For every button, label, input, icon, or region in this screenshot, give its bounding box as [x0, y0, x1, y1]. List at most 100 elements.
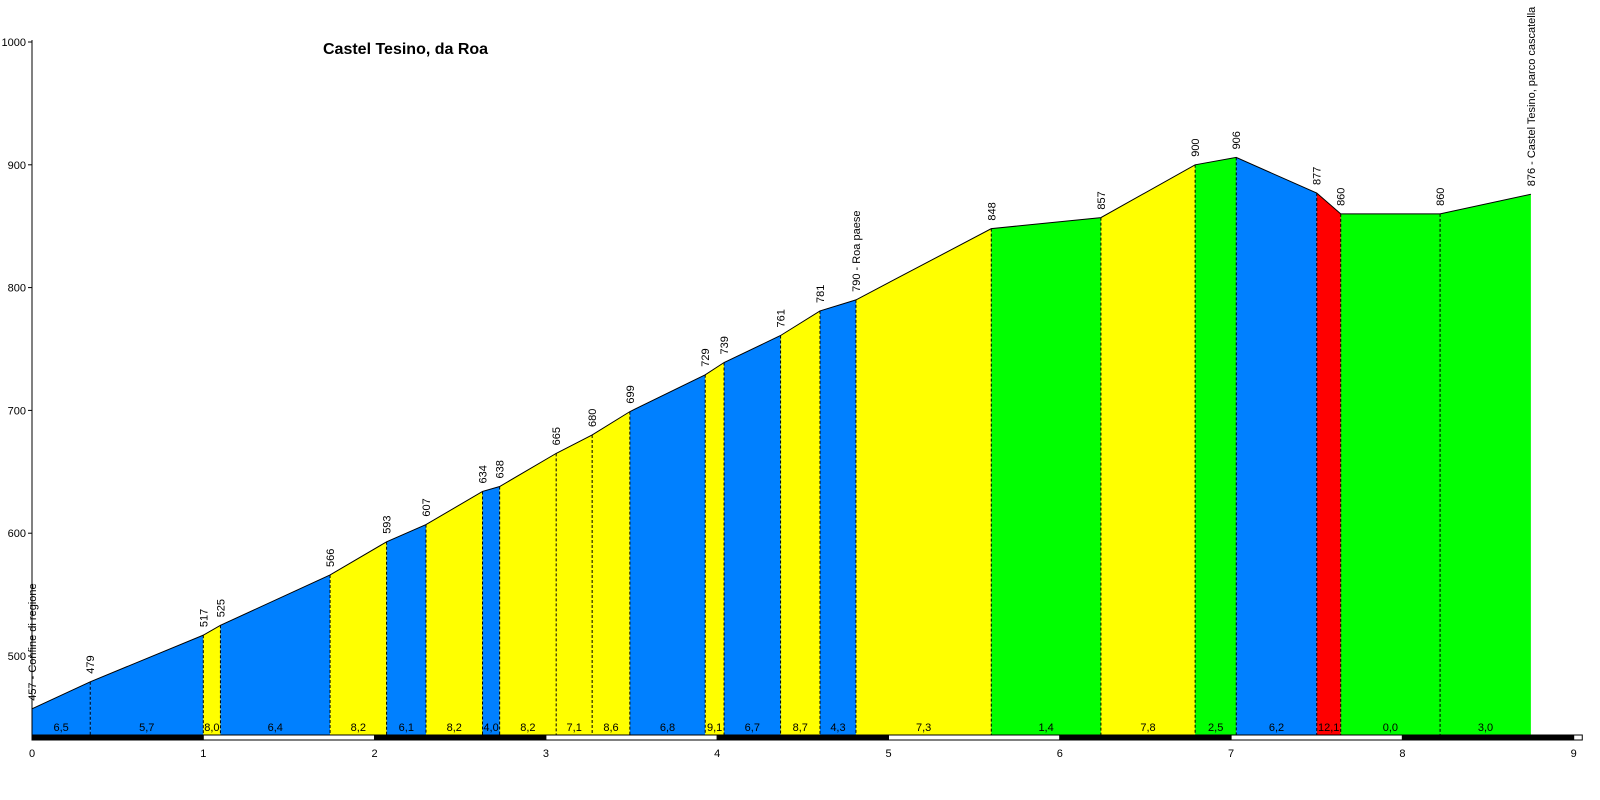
altitude-label: 517 [198, 609, 210, 627]
segment-gradient-label: 6,5 [53, 722, 68, 734]
y-tick-label: 800 [8, 283, 26, 295]
x-axis-band [31, 734, 204, 741]
profile-segment [705, 362, 725, 735]
x-tick-label: 9 [1571, 748, 1577, 760]
x-axis-band [202, 734, 376, 741]
segment-gradient-label: 0,0 [1383, 722, 1398, 734]
y-tick-label: 500 [8, 651, 26, 663]
altitude-label: 857 [1096, 191, 1108, 209]
profile-segment [1100, 164, 1196, 736]
altitude-label: 781 [815, 285, 827, 303]
y-tick-label: 900 [8, 160, 26, 172]
altitude-label: 877 [1312, 167, 1324, 185]
altitude-label: 457 - Confine di regione [27, 583, 39, 700]
segment-gradient-label: 1,4 [1038, 722, 1053, 734]
profile-segment [1236, 157, 1317, 735]
profile-segment [629, 374, 706, 735]
profile-segment [330, 541, 387, 735]
x-axis-band [1401, 734, 1575, 741]
altitude-label: 860 [1336, 188, 1348, 206]
profile-segment [90, 635, 204, 735]
x-tick-label: 1 [200, 748, 206, 760]
x-tick-label: 4 [714, 748, 720, 760]
profile-segment [499, 453, 557, 735]
profile-segment [724, 335, 781, 735]
segment-gradient-label: 5,7 [139, 722, 154, 734]
x-axis-band [374, 734, 547, 741]
altitude-label: 729 [700, 348, 712, 366]
altitude-label: 665 [551, 427, 563, 445]
x-axis-band [1573, 734, 1583, 741]
altitude-label: 680 [587, 409, 599, 427]
profile-segment [1316, 193, 1341, 735]
segment-gradient-label: 3,0 [1478, 722, 1493, 734]
altitude-label: 699 [625, 385, 637, 403]
segment-gradient-label: 7,3 [916, 722, 931, 734]
profile-outline [31, 156, 1531, 710]
x-tick-label: 2 [372, 748, 378, 760]
x-tick-label: 3 [543, 748, 549, 760]
segment-gradient-label: 12,1 [1318, 722, 1339, 734]
profile-segment [425, 491, 483, 735]
profile-segment [386, 524, 426, 735]
x-axis-band [1059, 734, 1232, 741]
profile-segment [1440, 194, 1531, 736]
altitude-label: 525 [215, 599, 227, 617]
altitude-label: 638 [495, 460, 507, 478]
segment-gradient-label: 8,2 [520, 722, 535, 734]
x-tick-label: 5 [885, 748, 891, 760]
segment-gradient-label: 6,4 [268, 722, 283, 734]
x-axis-band [888, 734, 1061, 741]
x-axis-band [1230, 734, 1403, 741]
x-tick-label: 0 [29, 748, 35, 760]
altitude-label: 906 [1231, 131, 1243, 149]
altitude-label: 593 [382, 515, 394, 533]
altitude-label: 761 [776, 309, 788, 327]
altitude-label: 876 - Castel Tesino, parco cascatella [1526, 6, 1538, 186]
profile-segment [482, 486, 500, 735]
segment-gradient-label: 4,3 [830, 722, 845, 734]
altitude-label: 860 [1435, 188, 1447, 206]
altitude-label: 607 [421, 498, 433, 516]
altitude-label: 479 [85, 655, 97, 673]
segment-gradient-label: 7,1 [567, 722, 582, 734]
profile-segment [819, 299, 856, 735]
segment-gradient-label: 2,5 [1208, 722, 1223, 734]
y-tick-label: 1000 [2, 37, 26, 49]
y-tick-label: 600 [8, 528, 26, 540]
segment-gradient-label: 8,7 [793, 722, 808, 734]
segment-gradient-label: 8,2 [447, 722, 462, 734]
segment-gradient-label: 8,0 [204, 722, 219, 734]
altitude-label: 566 [325, 549, 337, 567]
profile-segment [855, 228, 992, 735]
altitude-label: 790 - Roa paese [851, 211, 863, 292]
profile-segment [1195, 157, 1237, 735]
segment-gradient-label: 8,2 [351, 722, 366, 734]
chart-title: Castel Tesino, da Roa [323, 41, 488, 58]
altitude-label: 739 [719, 336, 731, 354]
segment-gradient-label: 6,1 [399, 722, 414, 734]
x-tick-label: 8 [1399, 748, 1405, 760]
profile-segment [556, 434, 593, 735]
profile-segment [1340, 213, 1441, 736]
segment-gradient-label: 6,2 [1269, 722, 1284, 734]
altitude-label: 848 [986, 202, 998, 220]
segment-gradient-label: 7,8 [1140, 722, 1155, 734]
altitude-label: 900 [1190, 138, 1202, 156]
segment-gradient-label: 8,6 [603, 722, 618, 734]
x-axis-band [716, 734, 890, 741]
x-tick-label: 6 [1057, 748, 1063, 760]
profile-segment [220, 574, 331, 735]
y-tick-label: 700 [8, 405, 26, 417]
segment-gradient-label: 6,7 [745, 722, 760, 734]
profile-segment [203, 625, 221, 735]
profile-segment [991, 217, 1101, 735]
profile-segment [780, 310, 820, 735]
altitude-label: 634 [478, 465, 490, 483]
x-axis-band [545, 734, 718, 741]
segment-gradient-label: 9,1 [707, 722, 722, 734]
x-tick-label: 7 [1228, 748, 1234, 760]
segment-gradient-label: 6,8 [660, 722, 675, 734]
